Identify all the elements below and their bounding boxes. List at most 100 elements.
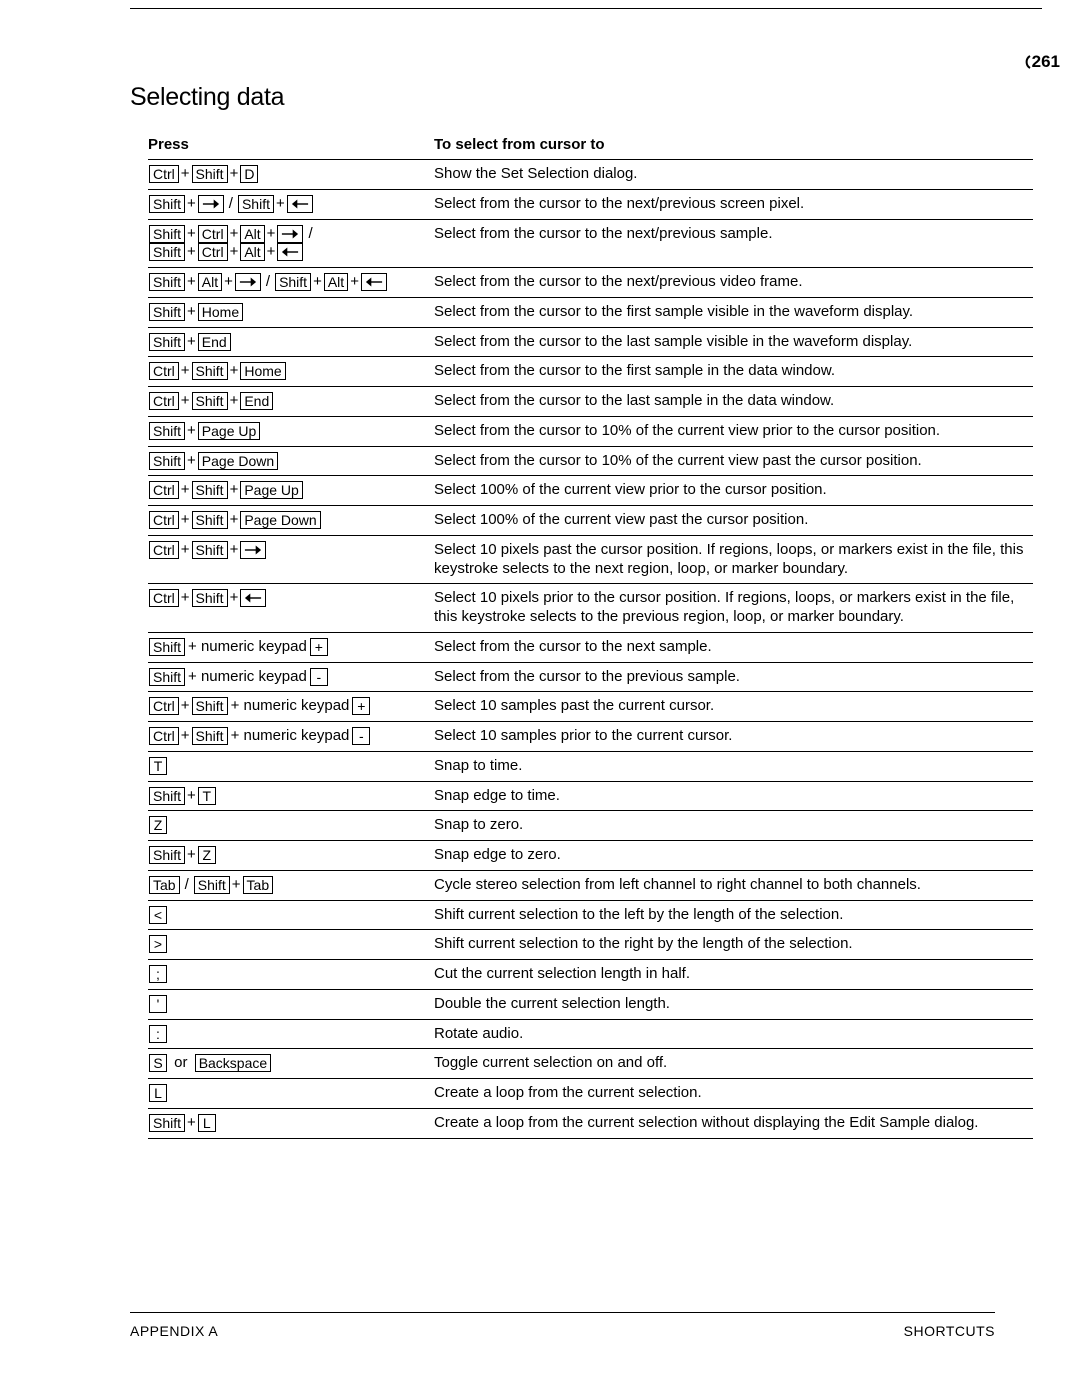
table-row: ;Cut the current selection length in hal… xyxy=(148,960,1033,990)
plus-sep: + xyxy=(187,195,196,212)
plus-sep: + xyxy=(187,225,196,242)
cell-press: Ctrl+Shift+ numeric keypad+ xyxy=(148,692,434,722)
keycap: Shift xyxy=(238,195,274,213)
keycap: + xyxy=(310,638,328,656)
plus-sep: + xyxy=(187,422,196,439)
keycap: Ctrl xyxy=(198,225,228,243)
col-press: Press xyxy=(148,130,434,160)
keycap-arrow xyxy=(198,195,224,213)
plus-sep: + xyxy=(187,243,196,260)
keycap: Shift xyxy=(149,1114,185,1132)
table-row: Ctrl+Shift+Page DownSelect 100% of the c… xyxy=(148,506,1033,536)
cell-desc: Select from the cursor to the last sampl… xyxy=(434,327,1033,357)
arrow-left-icon xyxy=(365,276,383,288)
keycap-arrow xyxy=(240,589,266,607)
keycap: : xyxy=(149,1025,167,1043)
plus-sep: + xyxy=(181,511,190,528)
arrow-right-icon xyxy=(244,544,262,556)
plus-sep: + xyxy=(267,243,276,260)
cell-press: T xyxy=(148,751,434,781)
plus-sep: + xyxy=(267,225,276,242)
table-row: ZSnap to zero. xyxy=(148,811,1033,841)
cell-desc: Cut the current selection length in half… xyxy=(434,960,1033,990)
table-row: Ctrl+Shift+Select 10 pixels past the cur… xyxy=(148,535,1033,584)
keycap: Ctrl xyxy=(149,165,179,183)
keycap: Shift xyxy=(149,333,185,351)
keycap: Shift xyxy=(149,195,185,213)
cell-press: Tab/Shift+Tab xyxy=(148,870,434,900)
table-row: ' Double the current selection length. xyxy=(148,989,1033,1019)
plus-sep: + xyxy=(230,165,239,182)
table-row: Shift+EndSelect from the cursor to the l… xyxy=(148,327,1033,357)
cell-press: : xyxy=(148,1019,434,1049)
table-row: S or BackspaceToggle current selection o… xyxy=(148,1049,1033,1079)
cell-press: Ctrl+Shift+Page Up xyxy=(148,476,434,506)
keycap: Ctrl xyxy=(149,727,179,745)
cell-press: Shift+Z xyxy=(148,841,434,871)
cell-desc: Rotate audio. xyxy=(434,1019,1033,1049)
keycap: Page Down xyxy=(240,511,320,529)
keycap: + xyxy=(352,697,370,715)
table-row: TSnap to time. xyxy=(148,751,1033,781)
page-number: 261 xyxy=(1018,52,1060,72)
keycap: > xyxy=(149,935,167,953)
keycap: Shift xyxy=(192,481,228,499)
table-row: >Shift current selection to the right by… xyxy=(148,930,1033,960)
keycap: End xyxy=(198,333,231,351)
keycap: Shift xyxy=(149,225,185,243)
keycap: End xyxy=(240,392,273,410)
keycap: Ctrl xyxy=(149,541,179,559)
cell-press: Ctrl+Shift+ numeric keypad - xyxy=(148,722,434,752)
keycap: Ctrl xyxy=(149,481,179,499)
col-desc: To select from cursor to xyxy=(434,130,1033,160)
keycap: Page Up xyxy=(240,481,302,499)
cell-desc: Double the current selection length. xyxy=(434,989,1033,1019)
cell-press: Shift+Home xyxy=(148,297,434,327)
keycap: Shift xyxy=(149,668,185,686)
arrow-left-icon xyxy=(281,246,299,258)
keycap: < xyxy=(149,906,167,924)
table-row: Shift+Ctrl+Alt+/Shift+Ctrl+Alt+Select fr… xyxy=(148,219,1033,268)
keycap: Shift xyxy=(192,541,228,559)
keycap: T xyxy=(198,787,216,805)
keycap: - xyxy=(310,668,328,686)
keycap: Shift xyxy=(192,362,228,380)
keycap: Shift xyxy=(149,303,185,321)
keycap-arrow xyxy=(240,541,266,559)
cell-press: Shift+ numeric keypad - xyxy=(148,662,434,692)
cell-desc: Select 100% of the current view past the… xyxy=(434,506,1033,536)
plus-sep: + xyxy=(181,165,190,182)
cell-press: Shift+End xyxy=(148,327,434,357)
keycap: Shift xyxy=(192,165,228,183)
table-row: Ctrl+Shift+Page UpSelect 100% of the cur… xyxy=(148,476,1033,506)
pagenum-arc-icon xyxy=(1018,55,1032,69)
keycap: Page Down xyxy=(198,452,278,470)
keycap: T xyxy=(149,757,167,775)
press-text: + numeric keypad xyxy=(231,727,350,744)
keycap: ' xyxy=(149,995,167,1013)
plus-sep: + xyxy=(181,541,190,558)
keycap: Shift xyxy=(149,422,185,440)
plus-sep: + xyxy=(230,225,239,242)
cell-press: Ctrl+Shift+ xyxy=(148,535,434,584)
keycap: Tab xyxy=(243,876,274,894)
keycap: Home xyxy=(198,303,243,321)
keycap: Ctrl xyxy=(149,392,179,410)
cell-desc: Create a loop from the current selection… xyxy=(434,1079,1033,1109)
cell-desc: Select 10 pixels prior to the cursor pos… xyxy=(434,584,1033,633)
cell-press: Ctrl+Shift+Page Down xyxy=(148,506,434,536)
plus-sep: + xyxy=(313,273,322,290)
keycap: Shift xyxy=(192,589,228,607)
table-row: Shift+TSnap edge to time. xyxy=(148,781,1033,811)
plus-sep: + xyxy=(224,273,233,290)
cell-desc: Snap edge to time. xyxy=(434,781,1033,811)
arrow-left-icon xyxy=(244,592,262,604)
arrow-right-icon xyxy=(239,276,257,288)
plus-sep: + xyxy=(230,511,239,528)
cell-desc: Select from the cursor to the next/previ… xyxy=(434,268,1033,298)
keycap: Shift xyxy=(149,243,185,261)
plus-sep: + xyxy=(230,243,239,260)
table-row: Shift+HomeSelect from the cursor to the … xyxy=(148,297,1033,327)
table-row: Shift+ numeric keypad - Select from the … xyxy=(148,662,1033,692)
cell-desc: Snap edge to zero. xyxy=(434,841,1033,871)
